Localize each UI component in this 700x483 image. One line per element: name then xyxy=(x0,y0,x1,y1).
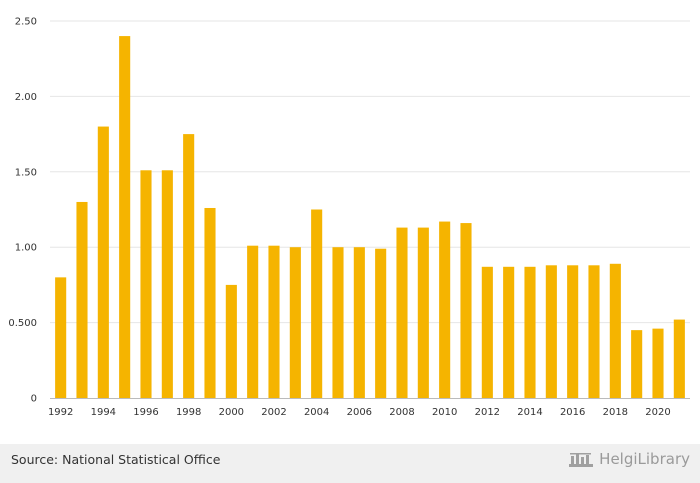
x-tick-label: 1992 xyxy=(48,407,73,418)
bars xyxy=(55,36,685,398)
bar-1993 xyxy=(76,201,88,398)
bar-1997 xyxy=(161,170,173,398)
bar-2001 xyxy=(247,245,259,398)
source-note: Source: National Statistical Office xyxy=(11,452,221,467)
y-tick-label: 1.00 xyxy=(15,243,37,254)
bar-2011 xyxy=(460,223,472,398)
y-tick-label: 0 xyxy=(31,394,37,405)
bar-2004 xyxy=(311,209,323,398)
bar-2006 xyxy=(353,247,365,398)
gridlines xyxy=(50,20,690,324)
y-axis-labels: 0 0.500 1.00 1.50 2.00 2.50 xyxy=(8,17,37,405)
x-tick-label: 2008 xyxy=(389,407,414,418)
brand: HelgiLibrary xyxy=(568,450,690,468)
bar-2017 xyxy=(588,265,600,398)
y-tick-label: 2.50 xyxy=(15,17,37,28)
x-tick-label: 2014 xyxy=(517,407,542,418)
x-tick-label: 2016 xyxy=(560,407,585,418)
bar-2007 xyxy=(375,248,387,398)
bar-1996 xyxy=(140,170,152,398)
bar-2020 xyxy=(652,328,664,398)
x-tick-label: 2002 xyxy=(261,407,286,418)
bar-2013 xyxy=(503,266,515,398)
y-tick-label: 0.500 xyxy=(8,318,37,329)
bar-1995 xyxy=(119,36,131,398)
x-tick-label: 1994 xyxy=(91,407,116,418)
bar-2019 xyxy=(631,330,643,398)
x-tick-label: 2012 xyxy=(475,407,500,418)
x-tick-label: 2020 xyxy=(645,407,670,418)
x-tick-label: 1996 xyxy=(133,407,158,418)
x-tick-label: 2010 xyxy=(432,407,457,418)
bar-1992 xyxy=(55,277,67,398)
bar-2002 xyxy=(268,245,280,398)
x-tick-label: 2000 xyxy=(219,407,244,418)
bar-1994 xyxy=(97,126,109,398)
bar-1999 xyxy=(204,207,216,398)
bar-2014 xyxy=(524,266,536,398)
bar-2021 xyxy=(673,319,685,398)
bar-2010 xyxy=(439,221,451,398)
bar-chart: 0 0.500 1.00 1.50 2.00 2.50 1992 1994 1996 1998 2… xyxy=(8,17,690,418)
bar-2003 xyxy=(289,247,301,398)
bar-1998 xyxy=(183,134,195,398)
y-tick-label: 1.50 xyxy=(15,167,37,178)
bar-2008 xyxy=(396,227,408,398)
y-tick-label: 2.00 xyxy=(15,92,37,103)
x-tick-label: 1998 xyxy=(176,407,201,418)
bar-2018 xyxy=(609,263,621,398)
bar-2005 xyxy=(332,247,344,398)
bar-2016 xyxy=(567,265,579,398)
x-axis-labels: 1992 1994 1996 1998 2000 2002 2004 2006 2008 2010… xyxy=(48,407,671,418)
footer: Source: National Statistical Office Helg… xyxy=(0,444,700,483)
bar-2009 xyxy=(417,227,429,398)
bar-2015 xyxy=(545,265,557,398)
brand-name: HelgiLibrary xyxy=(599,450,690,468)
x-tick-label: 2006 xyxy=(347,407,372,418)
helgi-library-logo-icon xyxy=(569,453,594,467)
x-tick-label: 2018 xyxy=(603,407,628,418)
x-tick-label: 2004 xyxy=(304,407,329,418)
bar-2012 xyxy=(481,266,493,398)
bar-2000 xyxy=(225,284,237,398)
